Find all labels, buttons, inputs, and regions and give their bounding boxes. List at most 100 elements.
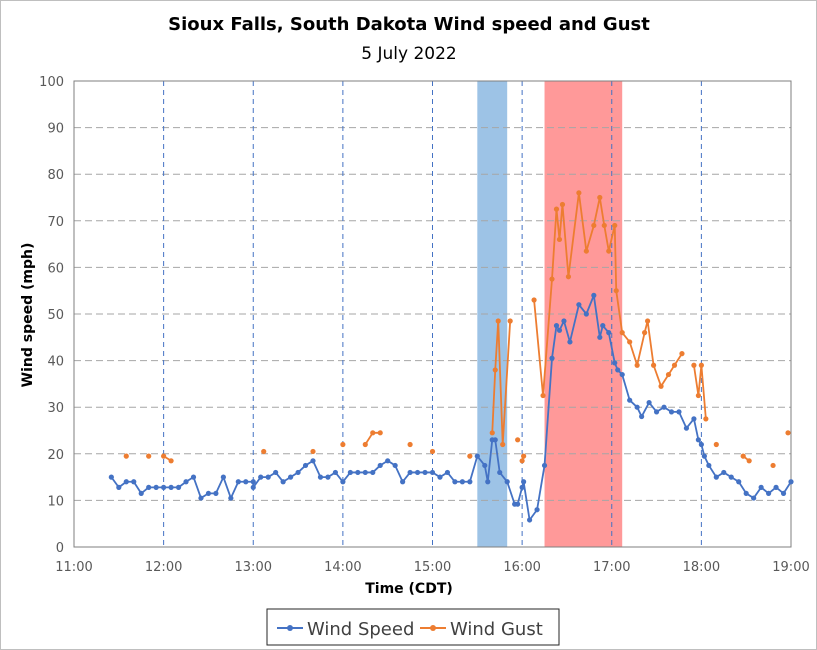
wind-speed-point (612, 360, 618, 366)
wind-speed-point (265, 474, 271, 480)
wind-speed-point (183, 479, 189, 485)
wind-gust-point (695, 392, 701, 399)
wind-speed-point (153, 484, 159, 490)
wind-speed-point (553, 323, 560, 329)
legend-box (266, 608, 560, 646)
wind-gust-point (606, 248, 612, 254)
wind-gust-point (601, 222, 607, 229)
wind-speed-point (758, 484, 764, 490)
wind-speed-point (302, 462, 309, 469)
grid-lines (74, 81, 791, 547)
wind-gust-point (519, 458, 525, 464)
wind-gust-point (583, 248, 589, 254)
wind-gust-point (612, 222, 618, 229)
wind-gust-point (370, 430, 376, 436)
wind-gust-point (492, 367, 498, 373)
wind-speed-point (146, 484, 152, 490)
wind-speed-point (526, 517, 533, 523)
wind-speed-point (190, 474, 197, 480)
wind-gust-point (161, 453, 167, 459)
wind-gust-point (467, 453, 473, 459)
wind-gust-point (377, 430, 383, 436)
x-tick-label: 14:00 (324, 560, 361, 575)
wind-speed-point (258, 474, 264, 480)
x-tick-label: 16:00 (503, 560, 540, 575)
wind-speed-point (168, 484, 174, 490)
wind-speed-point (198, 495, 204, 501)
x-tick-label: 13:00 (235, 560, 272, 575)
wind-speed-point (175, 484, 182, 490)
wind-speed-point (444, 469, 451, 476)
wind-gust-point (515, 437, 521, 443)
wind-gust-point (261, 448, 267, 455)
wind-speed-point (561, 318, 567, 324)
wind-speed-point (751, 495, 757, 501)
wind-speed-point (713, 474, 719, 480)
y-tick-label: 50 (47, 308, 64, 323)
wind-speed-point (429, 469, 436, 476)
wind-speed-point (131, 479, 137, 485)
y-tick-label: 40 (47, 355, 64, 370)
wind-speed-point (243, 479, 249, 485)
wind-speed-point (355, 469, 361, 476)
wind-speed-point (788, 479, 794, 485)
wind-speed-point (205, 490, 212, 497)
y-tick-label: 80 (47, 168, 64, 183)
wind-speed-point (653, 409, 660, 415)
wind-speed-point (392, 462, 398, 469)
wind-speed-point (385, 458, 391, 464)
wind-speed-point (250, 484, 256, 490)
wind-speed-point (220, 474, 226, 480)
wind-speed-point (639, 413, 645, 420)
wind-speed-point (583, 311, 589, 317)
wind-speed-point (492, 437, 498, 443)
wind-speed-point (235, 479, 241, 485)
wind-speed-point (362, 469, 368, 476)
wind-gust-point (665, 371, 672, 378)
wind-speed-point (407, 469, 413, 476)
wind-speed-point (736, 479, 742, 485)
wind-speed-point (668, 409, 675, 415)
wind-gust-point (429, 448, 436, 455)
y-tick-label: 20 (47, 448, 64, 463)
x-tick-label: 11:00 (55, 560, 92, 575)
wind-gust-point (785, 430, 791, 436)
wind-gust-point (559, 201, 566, 208)
wind-speed-point (519, 484, 525, 490)
wind-gust-point (634, 362, 640, 368)
x-tick-label: 18:00 (683, 560, 720, 575)
legend-wind-gust-marker (430, 625, 436, 631)
wind-speed-point (332, 469, 339, 476)
wind-speed-point (295, 469, 301, 476)
wind-speed-point (497, 469, 503, 476)
wind-gust-point (407, 441, 413, 448)
wind-speed-point (773, 484, 779, 490)
y-axis-label: Wind speed (mph) (20, 243, 36, 388)
plot-area-border (73, 80, 792, 548)
wind-speed-point (634, 404, 640, 410)
wind-speed-point (721, 469, 727, 476)
wind-speed-series (108, 292, 794, 523)
wind-gust-point (549, 276, 555, 282)
wind-gust-point (642, 330, 648, 336)
wind-speed-point (676, 409, 682, 415)
wind-gust-point (362, 441, 368, 448)
wind-speed-point (116, 484, 122, 490)
wind-gust-point (658, 383, 664, 389)
y-tick-label: 60 (47, 261, 64, 276)
wind-speed-point (576, 302, 582, 308)
wind-gust-series (123, 190, 791, 469)
wind-speed-point (161, 484, 167, 490)
wind-speed-point (600, 323, 606, 329)
wind-speed-point (340, 479, 346, 485)
y-tick-label: 100 (39, 75, 64, 90)
chart-title: Sioux Falls, South Dakota Wind speed and… (168, 14, 650, 35)
wind-speed-point (400, 479, 406, 485)
y-tick-labels: 0 10 20 30 40 50 60 70 80 90 100 (39, 75, 64, 556)
y-tick-label: 0 (56, 541, 64, 556)
wind-speed-point (606, 330, 612, 336)
wind-speed-point (591, 292, 597, 298)
wind-gust-point (703, 416, 709, 422)
wind-speed-point (615, 367, 621, 373)
